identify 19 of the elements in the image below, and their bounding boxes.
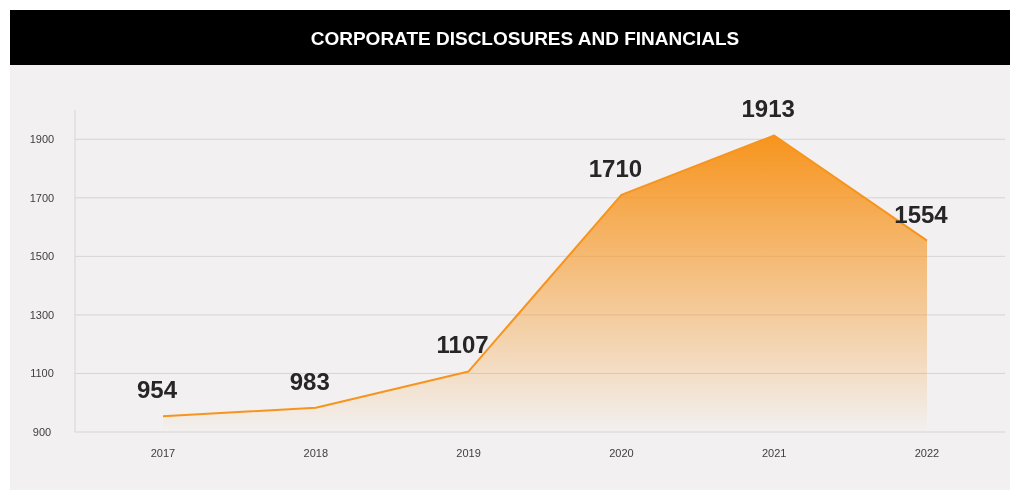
x-tick-label: 2022 xyxy=(914,447,940,459)
y-tick-label: 1100 xyxy=(30,367,54,380)
x-tick-label: 2017 xyxy=(150,447,176,459)
data-label: 1107 xyxy=(436,331,489,359)
y-tick-label: 900 xyxy=(32,426,52,438)
x-tick-label: 2019 xyxy=(456,447,481,459)
chart-title: CORPORATE DISCLOSURES AND FINANCIALS xyxy=(310,28,740,49)
x-tick-label: 2020 xyxy=(609,447,634,459)
data-label: 1554 xyxy=(894,200,949,228)
x-tick-label: 2018 xyxy=(303,447,329,459)
y-tick-label: 1300 xyxy=(29,308,55,321)
y-tick-label: 1700 xyxy=(29,191,55,204)
data-label: 1913 xyxy=(741,95,795,123)
data-label: 983 xyxy=(289,367,330,395)
x-tick-label: 2021 xyxy=(761,447,787,459)
y-tick-label: 1900 xyxy=(29,133,55,146)
y-tick-label: 1500 xyxy=(29,250,55,263)
data-label: 1710 xyxy=(588,154,643,182)
data-label: 954 xyxy=(136,376,178,404)
